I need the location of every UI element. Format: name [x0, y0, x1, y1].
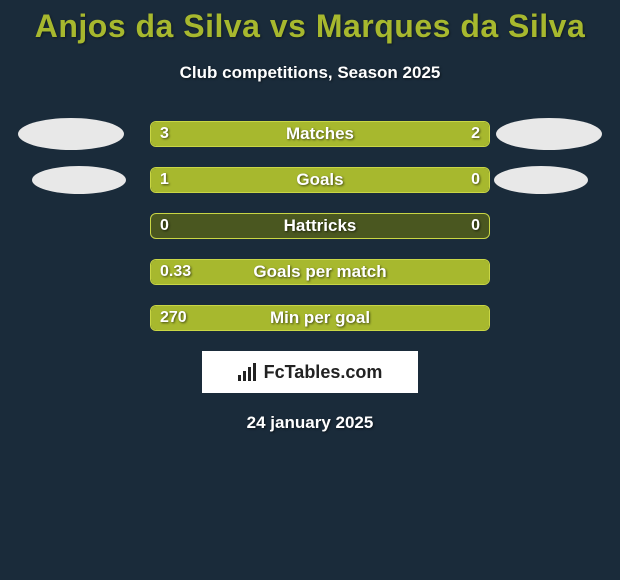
comparison-row: Goals per match0.33	[10, 259, 610, 287]
bar-track	[150, 213, 490, 239]
logo: FcTables.com	[238, 362, 383, 383]
date-text: 24 january 2025	[0, 413, 620, 433]
logo-box: FcTables.com	[202, 351, 418, 393]
bar-left-fill	[151, 306, 489, 330]
player-left-marker	[32, 166, 126, 194]
comparison-row: Min per goal270	[10, 305, 610, 333]
comparison-rows: Matches32 Goals10 Hattricks00 Goals per mat…	[0, 121, 620, 333]
bar-track	[150, 259, 490, 285]
page-title: Anjos da Silva vs Marques da Silva	[0, 0, 620, 45]
comparison-row: Hattricks00	[10, 213, 610, 241]
comparison-row: Goals10	[10, 167, 610, 195]
comparison-row: Matches32	[10, 121, 610, 149]
bar-right-fill	[354, 122, 489, 146]
bar-left-fill	[151, 260, 489, 284]
bar-track	[150, 121, 490, 147]
player-right-marker	[494, 166, 588, 194]
bar-left-fill	[151, 168, 411, 192]
bar-right-fill	[411, 168, 489, 192]
player-right-marker	[496, 118, 602, 150]
bar-track	[150, 167, 490, 193]
subtitle: Club competitions, Season 2025	[0, 63, 620, 83]
chart-icon	[238, 363, 260, 381]
bar-left-fill	[151, 122, 354, 146]
player-left-marker	[18, 118, 124, 150]
logo-text: FcTables.com	[264, 362, 383, 383]
bar-track	[150, 305, 490, 331]
